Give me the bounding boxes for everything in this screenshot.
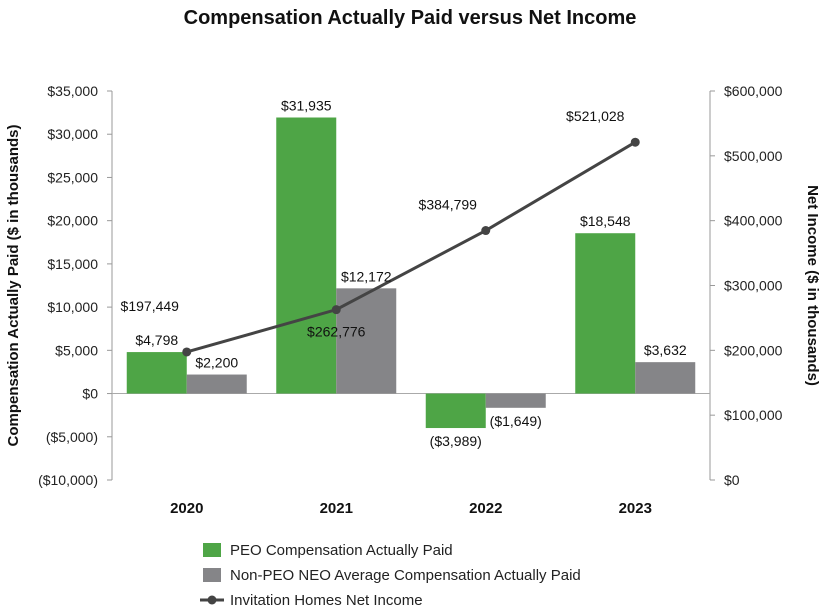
left-tick-label: $25,000 xyxy=(47,169,98,185)
right-tick-label: $600,000 xyxy=(724,83,783,99)
peo-bar-label: ($3,989) xyxy=(430,433,482,449)
chart-title: Compensation Actually Paid versus Net In… xyxy=(184,7,637,29)
peo-bar-label: $4,798 xyxy=(135,332,178,348)
peo-bar xyxy=(126,352,187,394)
category-label: 2020 xyxy=(170,500,203,517)
legend-line-marker xyxy=(207,595,217,605)
right-tick-label: $300,000 xyxy=(724,278,783,294)
data-labels: $4,798 $31,935 ($3,989) $18,548 $2,200 $12,17… xyxy=(121,97,687,449)
right-axis-title: Net Income ($ in thousands) xyxy=(804,185,820,386)
net-income-label: $197,449 xyxy=(121,298,180,314)
peo-bar xyxy=(425,393,486,429)
non-peo-bar xyxy=(485,393,546,408)
left-tick-label: $0 xyxy=(82,386,98,402)
left-tick-label: $5,000 xyxy=(55,342,98,358)
left-tick-label: $30,000 xyxy=(47,126,98,142)
right-tick-label: $200,000 xyxy=(724,342,783,358)
legend: PEO Compensation Actually Paid Non-PEO NE… xyxy=(200,542,581,609)
legend-label: PEO Compensation Actually Paid xyxy=(230,542,453,559)
right-tick-label: $400,000 xyxy=(724,213,783,229)
left-tick-label: $10,000 xyxy=(47,299,98,315)
legend-swatch xyxy=(203,543,221,557)
right-tick-label: $100,000 xyxy=(724,407,783,423)
peo-bar-label: $18,548 xyxy=(580,213,631,229)
non-peo-bar xyxy=(186,374,247,394)
line-series xyxy=(182,137,640,357)
peo-bar xyxy=(276,117,337,394)
net-income-point xyxy=(481,226,491,236)
legend-label: Non-PEO NEO Average Compensation Actuall… xyxy=(230,567,581,584)
left-tick-label: $15,000 xyxy=(47,256,98,272)
net-income-point xyxy=(331,305,341,315)
net-income-label: $521,028 xyxy=(566,108,625,124)
legend-swatch xyxy=(203,568,221,582)
left-tick-label: $35,000 xyxy=(47,83,98,99)
left-tick-label: ($5,000) xyxy=(46,429,98,445)
net-income-line xyxy=(186,140,637,354)
legend-label: Invitation Homes Net Income xyxy=(230,592,423,609)
net-income-label: $262,776 xyxy=(307,324,366,340)
non-peo-bar-label: ($1,649) xyxy=(490,413,542,429)
non-peo-bar-label: $12,172 xyxy=(341,268,392,284)
axes: $35,000 $30,000 $25,000 $20,000 $15,000 $10,0… xyxy=(5,83,820,517)
category-label: 2021 xyxy=(320,500,353,517)
non-peo-bar-label: $3,632 xyxy=(644,342,687,358)
category-label: 2023 xyxy=(619,500,652,517)
right-tick-label: $500,000 xyxy=(724,148,783,164)
category-label: 2022 xyxy=(469,500,502,517)
left-tick-label: $20,000 xyxy=(47,213,98,229)
left-axis-title: Compensation Actually Paid ($ in thousan… xyxy=(5,125,22,447)
left-tick-label: ($10,000) xyxy=(38,472,98,488)
peo-bar-label: $31,935 xyxy=(281,97,332,113)
right-tick-label: $0 xyxy=(724,472,740,488)
non-peo-bar-label: $2,200 xyxy=(195,355,238,371)
bars xyxy=(126,117,696,429)
net-income-label: $384,799 xyxy=(419,197,478,213)
non-peo-bar xyxy=(635,362,696,394)
net-income-point xyxy=(630,137,640,147)
peo-bar xyxy=(575,233,636,394)
net-income-point xyxy=(182,347,192,357)
